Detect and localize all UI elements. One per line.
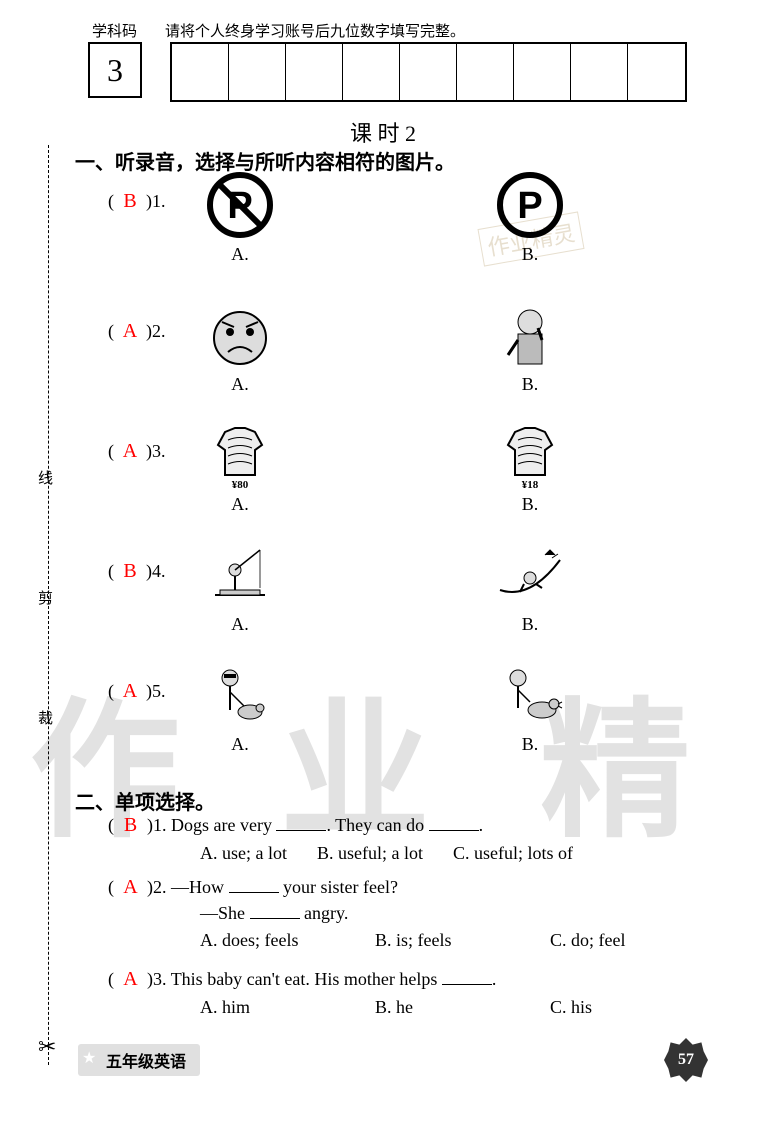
picture-question: ( A )3. bbox=[108, 440, 166, 463]
answer: A bbox=[118, 440, 142, 463]
mc-question: ( A )2. —How your sister feel? —She angr… bbox=[108, 876, 625, 951]
option-c: C. useful; lots of bbox=[453, 843, 573, 864]
option-b: B. he bbox=[375, 997, 520, 1018]
picture-question: ( A )5. bbox=[108, 680, 166, 703]
answer: B bbox=[118, 190, 142, 213]
answer: A bbox=[119, 968, 143, 991]
picture-question: ( B )1. bbox=[108, 190, 166, 213]
option-c: C. do; feel bbox=[550, 930, 625, 951]
digit-cell[interactable] bbox=[172, 44, 229, 100]
option-b: B. useful; a lot bbox=[317, 843, 423, 864]
blank[interactable] bbox=[429, 815, 479, 831]
cut-line bbox=[48, 145, 49, 1065]
digit-cell[interactable] bbox=[571, 44, 628, 100]
section-2-title: 二、单项选择。 bbox=[75, 786, 215, 815]
answer: A bbox=[118, 680, 142, 703]
subject-code-box: 3 bbox=[88, 42, 142, 98]
option-b: B. is; feels bbox=[375, 930, 520, 951]
option-a-image: PA. bbox=[200, 170, 280, 265]
instruction-label: 请将个人终身学习账号后九位数字填写完整。 bbox=[165, 20, 465, 41]
digit-cell[interactable] bbox=[400, 44, 457, 100]
svg-text:¥80: ¥80 bbox=[232, 479, 249, 490]
blank[interactable] bbox=[250, 903, 300, 919]
answer: B bbox=[119, 814, 143, 837]
option-b-image: ¥18B. bbox=[490, 420, 570, 515]
lesson-title: 课 时 2 bbox=[0, 116, 766, 148]
picture-question: ( A )2. bbox=[108, 320, 166, 343]
stem: angry. bbox=[300, 903, 349, 923]
digit-cell[interactable] bbox=[628, 44, 685, 100]
cut-label: 剪 bbox=[34, 590, 55, 605]
digit-cell[interactable] bbox=[286, 44, 343, 100]
stem: This baby can't eat. His mother helps bbox=[171, 969, 442, 989]
stem: —How bbox=[171, 877, 229, 897]
digit-cell[interactable] bbox=[343, 44, 400, 100]
answer: A bbox=[118, 320, 142, 343]
picture-question: ( B )4. bbox=[108, 560, 166, 583]
option-b-image: B. bbox=[490, 660, 570, 755]
blank[interactable] bbox=[229, 877, 279, 893]
cut-label: 裁 bbox=[34, 710, 55, 725]
option-b-image: PB. bbox=[490, 170, 570, 265]
digit-cell[interactable] bbox=[514, 44, 571, 100]
stem: . bbox=[479, 815, 484, 835]
answer: A bbox=[119, 876, 143, 899]
account-number-grid[interactable] bbox=[170, 42, 687, 102]
scissors-icon: ✂ bbox=[38, 1034, 56, 1060]
mc-question: ( A )3. This baby can't eat. His mother … bbox=[108, 968, 592, 1018]
svg-text:¥18: ¥18 bbox=[522, 479, 539, 490]
qnum: 1. bbox=[153, 815, 167, 835]
option-a: A. him bbox=[200, 997, 345, 1018]
option-a-image: A. bbox=[200, 660, 280, 755]
blank[interactable] bbox=[442, 969, 492, 985]
blank[interactable] bbox=[276, 815, 326, 831]
stem: . They can do bbox=[326, 815, 428, 835]
qnum: 3. bbox=[153, 969, 167, 989]
stem: . bbox=[492, 969, 497, 989]
qnum: 2. bbox=[153, 877, 167, 897]
stem: —She bbox=[200, 903, 250, 923]
option-a-image: A. bbox=[200, 540, 280, 635]
mc-question: ( B )1. Dogs are very . They can do . A.… bbox=[108, 814, 573, 864]
answer: B bbox=[118, 560, 142, 583]
option-a-image: ¥80A. bbox=[200, 420, 280, 515]
svg-text:P: P bbox=[517, 185, 542, 227]
digit-cell[interactable] bbox=[229, 44, 286, 100]
stem: Dogs are very bbox=[171, 815, 276, 835]
stem: your sister feel? bbox=[279, 877, 398, 897]
option-a: A. use; a lot bbox=[200, 843, 287, 864]
page-number-star: 57 bbox=[664, 1038, 708, 1082]
option-a-image: A. bbox=[200, 300, 280, 395]
option-b-image: B. bbox=[490, 540, 570, 635]
option-b-image: B. bbox=[490, 300, 570, 395]
subject-label: 学科码 bbox=[92, 20, 137, 41]
option-c: C. his bbox=[550, 997, 592, 1018]
star-icon: ★ bbox=[82, 1048, 96, 1068]
cut-label: 线 bbox=[34, 470, 55, 485]
option-a: A. does; feels bbox=[200, 930, 345, 951]
digit-cell[interactable] bbox=[457, 44, 514, 100]
